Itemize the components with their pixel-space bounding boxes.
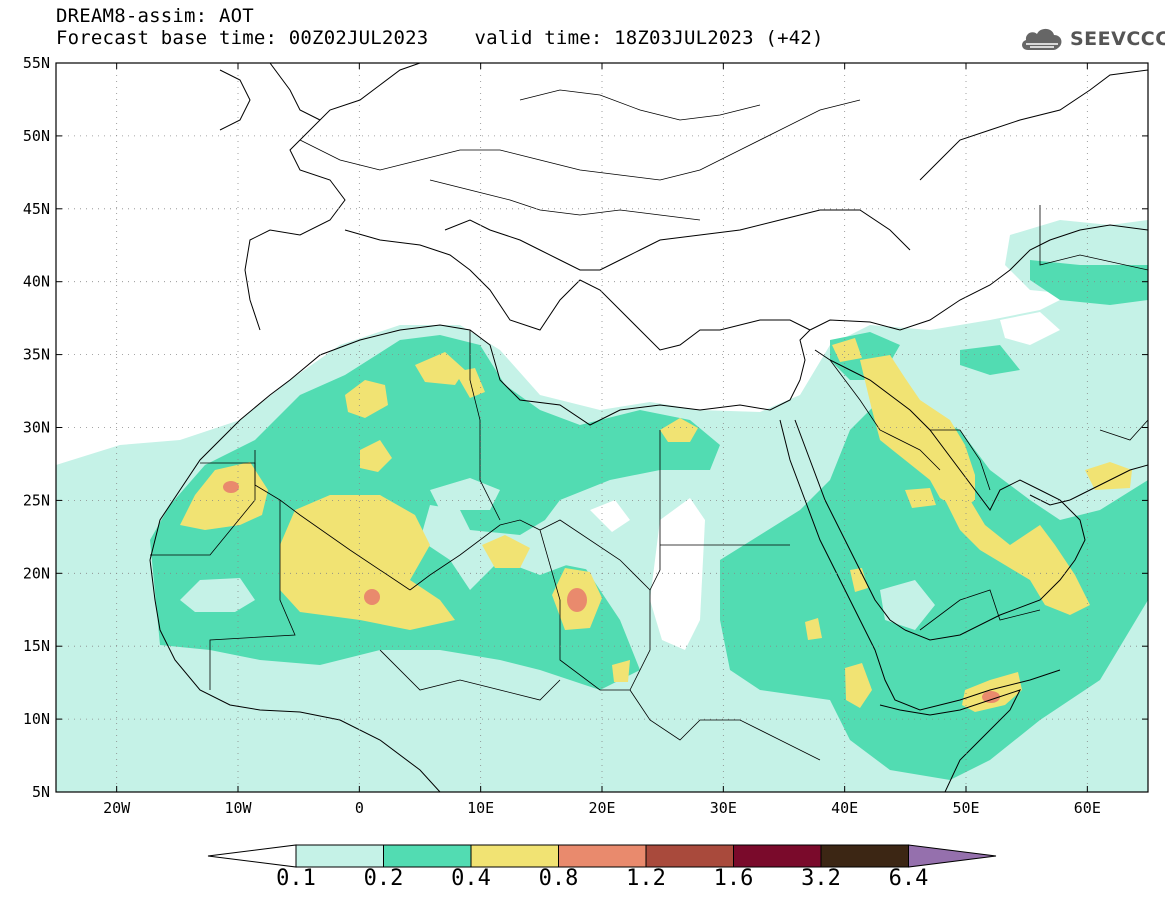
aot-field — [56, 63, 1148, 792]
lat-tick-label: 25N — [23, 491, 50, 509]
longitude-axis: 20W 10W 0 10E 20E 30E 40E 50E 60E — [103, 799, 1101, 817]
lat-tick-label: 45N — [23, 200, 50, 218]
coastlines — [149, 63, 1148, 792]
forecast-times: Forecast base time: 00Z02JUL2023 valid ti… — [56, 28, 824, 48]
colorbar-label: 3.2 — [801, 866, 841, 891]
lat-tick-label: 50N — [23, 127, 50, 145]
base-time-label: Forecast base time: 00Z02JUL2023 — [56, 27, 429, 49]
axis-ticks — [56, 62, 1148, 793]
colorbar-label: 0.8 — [538, 866, 579, 891]
lat-tick-label: 15N — [23, 637, 50, 655]
colorbar-over-arrow — [908, 844, 997, 868]
aot-clear-patches — [590, 312, 1060, 650]
colorbar-segment — [645, 844, 734, 868]
seevccc-logo: SEEVCCC — [1018, 22, 1165, 56]
lon-tick-label: 20W — [103, 799, 131, 817]
colorbar — [207, 844, 997, 868]
map-grid — [56, 63, 1148, 792]
aot-low-patches — [180, 478, 935, 630]
colorbar-segment — [383, 844, 472, 868]
lat-tick-label: 5N — [32, 783, 50, 801]
colorbar-segment — [820, 844, 909, 868]
valid-time-label: valid time: 18Z03JUL2023 (+42) — [474, 27, 824, 49]
lat-tick-label: 10N — [23, 710, 50, 728]
cloud-icon — [1022, 28, 1062, 50]
colorbar-label: 6.4 — [888, 866, 929, 891]
lat-tick-label: 35N — [23, 346, 50, 364]
lon-tick-label: 60E — [1074, 799, 1101, 817]
colorbar-segment — [470, 844, 559, 868]
lat-tick-label: 40N — [23, 273, 50, 291]
colorbar-segment — [295, 844, 384, 868]
lon-tick-label: 50E — [952, 799, 979, 817]
lon-tick-label: 0 — [355, 799, 364, 817]
lat-tick-label: 20N — [23, 564, 50, 582]
colorbar-label: 1.6 — [713, 866, 754, 891]
borders — [150, 89, 1148, 761]
colorbar-label: 0.1 — [276, 866, 316, 891]
aot-level-0.8 — [223, 481, 1000, 703]
lon-tick-label: 10E — [467, 799, 494, 817]
latitude-axis: 5N 10N 15N 20N 25N 30N 35N 40N 45N 50N 55N — [23, 54, 50, 801]
lon-tick-label: 30E — [710, 799, 737, 817]
lon-tick-label: 40E — [831, 799, 858, 817]
colorbar-label: 1.2 — [626, 866, 666, 891]
lon-tick-label: 20E — [588, 799, 615, 817]
chart-title: DREAM8-assim: AOT — [56, 5, 254, 27]
colorbar-under-arrow — [207, 844, 297, 868]
colorbar-label: 0.2 — [363, 866, 404, 891]
lon-tick-label: 10W — [224, 799, 252, 817]
colorbar-segment — [558, 844, 647, 868]
colorbar-label: 0.4 — [451, 866, 491, 891]
lat-tick-label: 55N — [23, 54, 50, 72]
colorbar-segment — [733, 844, 822, 868]
lat-tick-label: 30N — [23, 419, 50, 437]
logo-text: SEEVCCC — [1070, 28, 1165, 50]
